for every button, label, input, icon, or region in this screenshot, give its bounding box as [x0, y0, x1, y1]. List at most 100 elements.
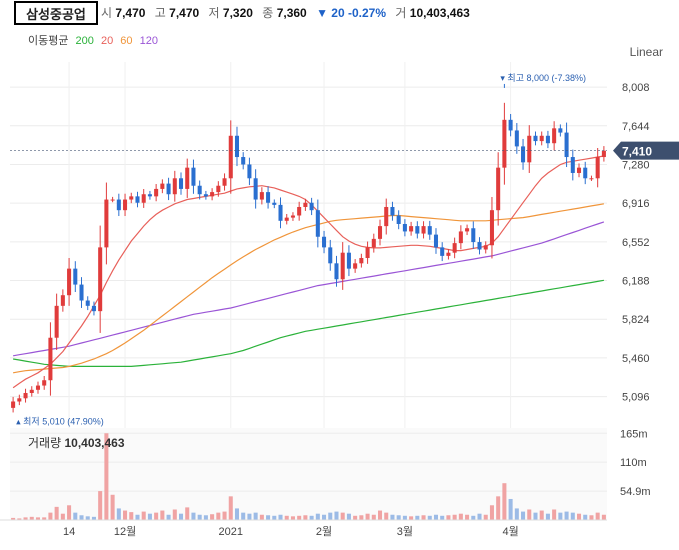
- volume-bar: [73, 512, 78, 520]
- ma-120-label[interactable]: 120: [139, 35, 158, 47]
- candle-body: [539, 135, 544, 142]
- volume-bar: [284, 515, 289, 520]
- high-annotation: ▾ 최고 8,000 (-7.38%): [500, 73, 586, 83]
- candle-body: [216, 185, 221, 193]
- volume-bar: [558, 512, 563, 520]
- candle-body: [172, 178, 177, 195]
- candle-body: [558, 128, 563, 133]
- high-value: 7,470: [169, 6, 200, 20]
- volume-bar: [315, 513, 320, 520]
- candle-body: [135, 196, 140, 203]
- candle-body: [508, 119, 513, 131]
- candle-body: [527, 135, 532, 163]
- candle-body: [185, 167, 190, 189]
- ma-120-line: [12, 221, 605, 357]
- volume-bar: [85, 516, 90, 520]
- volume-bar: [185, 507, 190, 520]
- volume-bar: [601, 514, 606, 520]
- candle-body: [129, 196, 134, 200]
- candle-body: [552, 128, 557, 144]
- candle-body: [564, 132, 569, 158]
- candle-body: [141, 194, 146, 203]
- stock-name[interactable]: 삼성중공업: [14, 1, 98, 25]
- volume-title: 거래량 10,403,463: [28, 436, 125, 450]
- candle-body: [303, 202, 308, 207]
- low-annotation: ▴ 최저 5,010 (47.90%): [16, 417, 104, 427]
- ma-60-label[interactable]: 60: [120, 35, 133, 47]
- volume-bar: [390, 514, 395, 520]
- candle-body: [154, 188, 159, 197]
- y-tick-label: 5,824: [622, 314, 650, 326]
- candle-body: [365, 247, 370, 259]
- volume-bar: [415, 515, 420, 520]
- volume-bar: [241, 512, 246, 520]
- candle-body: [60, 295, 65, 306]
- scale-toggle[interactable]: Linear: [629, 45, 663, 59]
- candle-body: [178, 178, 184, 189]
- candle-body: [353, 263, 358, 269]
- volume-bar: [197, 514, 202, 520]
- volume-bar: [452, 514, 457, 520]
- candle-body: [421, 226, 426, 234]
- candle-body: [116, 199, 121, 211]
- volume-bar: [35, 517, 41, 520]
- volume-bar: [458, 513, 463, 520]
- y-tick-label: 6,188: [622, 276, 650, 288]
- volume-bar: [60, 513, 65, 520]
- low-value: 7,320: [222, 6, 253, 20]
- volume-bar: [465, 514, 470, 520]
- candle-body: [54, 305, 59, 338]
- candle-body: [247, 164, 252, 179]
- volume-panel-bg: [10, 428, 607, 520]
- volume-bar: [98, 491, 103, 520]
- candle-body: [396, 215, 401, 224]
- volume-bar: [297, 515, 302, 520]
- ma-200-label[interactable]: 200: [75, 35, 94, 47]
- volume-bar: [247, 513, 252, 520]
- volume-bar: [116, 508, 121, 520]
- candle-body: [440, 247, 445, 256]
- volume-bar: [477, 513, 482, 520]
- candle-body: [377, 226, 383, 239]
- candle-body: [266, 192, 271, 203]
- candle-body: [272, 202, 277, 205]
- volume-bar: [54, 506, 59, 520]
- y-tick-label: 5,096: [622, 392, 650, 404]
- candle-body: [583, 167, 588, 179]
- candle-body: [328, 247, 333, 264]
- ma-20-label[interactable]: 20: [100, 35, 114, 47]
- volume-bar: [191, 512, 196, 520]
- volume-bar: [178, 513, 184, 520]
- close-label: 종: [262, 6, 274, 20]
- volume-bar: [365, 513, 370, 520]
- candle-body: [545, 135, 550, 144]
- volume-bar: [290, 516, 295, 520]
- candle-body: [340, 252, 345, 280]
- volume-bar: [129, 512, 134, 520]
- candle-body: [210, 192, 215, 197]
- candle-body: [91, 305, 96, 312]
- candle-body: [284, 217, 289, 221]
- candle-body: [85, 300, 90, 306]
- current-price-label: 7,410: [622, 145, 652, 159]
- candle-body: [197, 185, 202, 195]
- volume-bar: [210, 514, 215, 520]
- moving-average-legend[interactable]: 이동평균 200 20 60 120: [28, 32, 162, 48]
- volume-bar: [334, 511, 339, 520]
- volume-bar: [527, 509, 532, 520]
- x-tick-label: 14: [63, 526, 75, 538]
- high-label: 고: [154, 6, 166, 20]
- volume-bar: [67, 505, 72, 520]
- volume-bar: [253, 512, 258, 520]
- volume-bar: [371, 514, 376, 520]
- candle-body: [371, 238, 376, 248]
- volume-bar: [203, 515, 208, 520]
- x-tick-label: 2021: [219, 526, 243, 538]
- volume-bar: [440, 515, 445, 520]
- x-tick-label: 2월: [316, 525, 332, 538]
- volume-bar: [514, 508, 519, 520]
- volume-bar: [409, 516, 414, 520]
- volume-bar: [446, 515, 451, 520]
- volume-bar: [147, 513, 152, 520]
